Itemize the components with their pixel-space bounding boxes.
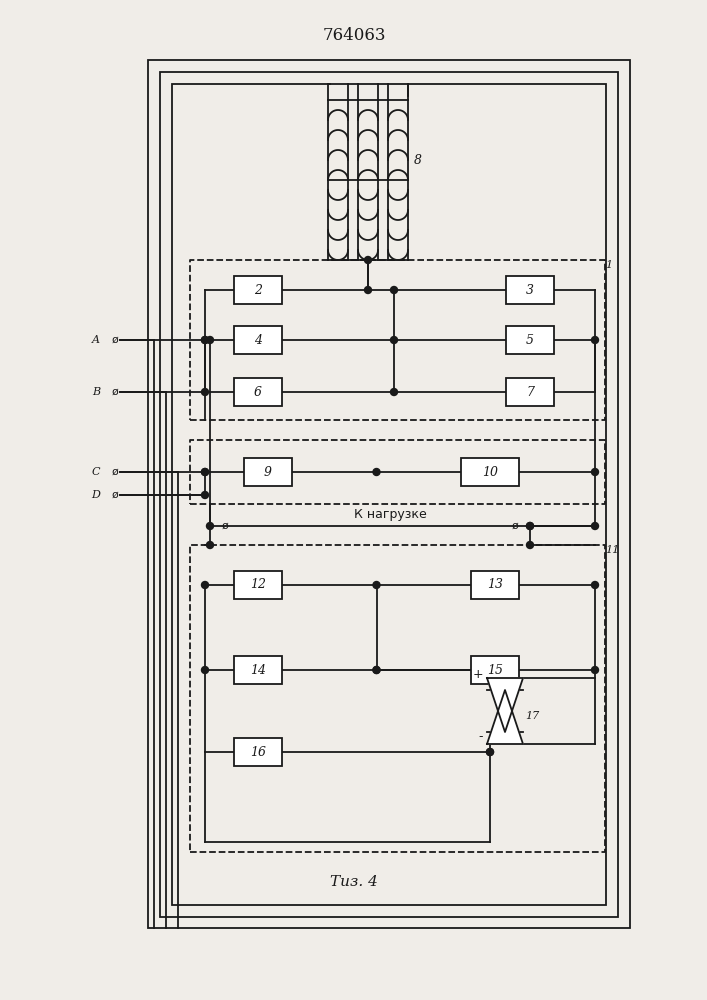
Bar [234,738,282,766]
Circle shape [201,666,209,674]
Circle shape [527,522,534,530]
Text: 15: 15 [487,664,503,676]
Bar [148,60,630,928]
Circle shape [486,748,493,756]
Circle shape [373,468,380,476]
Bar [506,378,554,406]
Circle shape [592,522,599,530]
Text: -: - [479,730,483,744]
Circle shape [365,256,371,263]
Text: 12: 12 [250,578,266,591]
Text: 764063: 764063 [322,26,386,43]
Bar [506,326,554,354]
Text: 2: 2 [254,284,262,296]
Text: ø: ø [112,467,119,477]
Circle shape [390,388,397,395]
Text: 1: 1 [605,260,612,270]
Bar [234,571,282,599]
Text: 14: 14 [250,664,266,676]
Circle shape [527,542,534,548]
Circle shape [201,468,209,476]
Circle shape [592,468,599,476]
Text: 7: 7 [526,385,534,398]
Circle shape [206,522,214,530]
Bar [471,656,519,684]
Text: Τиз. 4: Τиз. 4 [330,875,378,889]
Circle shape [201,582,209,588]
Circle shape [206,336,214,344]
Text: 10: 10 [482,466,498,479]
Circle shape [201,468,209,476]
Circle shape [201,336,209,344]
Text: 4: 4 [254,334,262,347]
Text: A: A [92,335,100,345]
Circle shape [486,748,493,756]
Bar [506,276,554,304]
Polygon shape [487,690,523,744]
Text: 13: 13 [487,578,503,591]
Circle shape [592,336,599,344]
Text: 8: 8 [414,153,422,166]
Text: 3: 3 [526,284,534,296]
Bar [234,656,282,684]
Text: ø: ø [112,335,119,345]
Circle shape [373,582,380,588]
Text: ø: ø [112,490,119,500]
Circle shape [206,542,214,548]
Text: 11: 11 [605,545,619,555]
Circle shape [373,666,380,674]
Text: +: + [472,668,483,682]
Text: ø: ø [511,521,518,531]
Text: B: B [92,387,100,397]
Text: К нагрузке: К нагрузке [354,508,426,521]
Text: 17: 17 [525,711,539,721]
Text: 16: 16 [250,746,266,758]
Circle shape [373,666,380,674]
Text: D: D [91,490,100,500]
Circle shape [201,336,209,344]
Circle shape [365,286,371,294]
Bar [461,458,519,486]
Circle shape [527,522,534,530]
Bar [234,326,282,354]
Circle shape [201,388,209,395]
Text: 9: 9 [264,466,272,479]
Text: C: C [91,467,100,477]
Circle shape [592,582,599,588]
Text: ø: ø [222,521,229,531]
Circle shape [201,491,209,498]
Bar [234,378,282,406]
Bar [244,458,292,486]
Polygon shape [487,678,523,732]
Text: 6: 6 [254,385,262,398]
Bar [471,571,519,599]
Text: 5: 5 [526,334,534,347]
Bar [234,276,282,304]
Bar [172,84,606,905]
Bar [160,72,618,917]
Circle shape [390,336,397,344]
Circle shape [592,666,599,674]
Text: ø: ø [112,387,119,397]
Circle shape [390,286,397,294]
